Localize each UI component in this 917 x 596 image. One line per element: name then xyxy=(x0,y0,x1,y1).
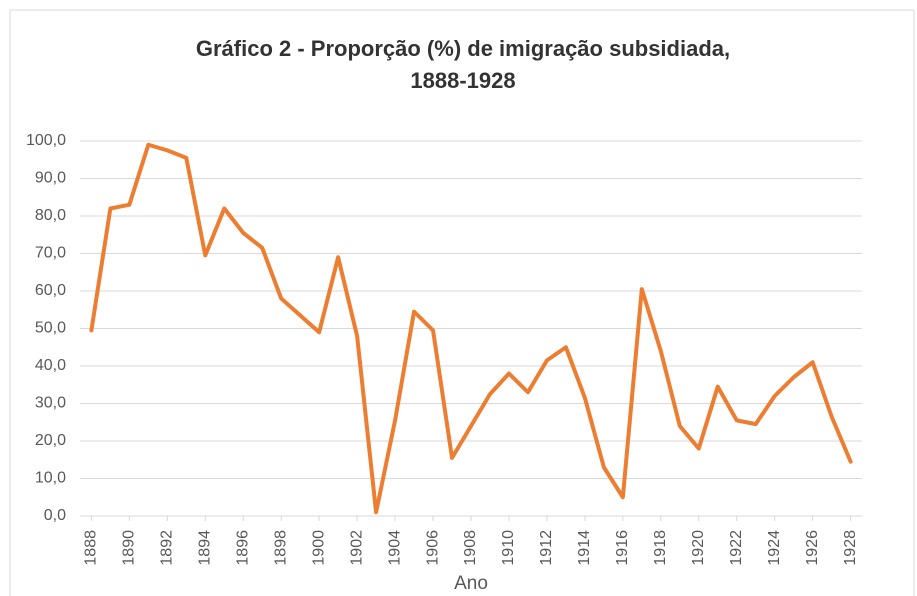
x-tick-label: 1890 xyxy=(121,530,138,566)
x-tick-label: 1910 xyxy=(500,530,517,566)
x-tick-label: 1922 xyxy=(728,530,745,566)
y-tick-label: 10,0 xyxy=(35,470,66,487)
x-tick-label: 1928 xyxy=(842,530,859,566)
x-tick-label: 1908 xyxy=(462,530,479,566)
y-tick-label: 70,0 xyxy=(35,245,66,262)
chart-frame xyxy=(9,9,915,596)
y-tick-label: 60,0 xyxy=(35,282,66,299)
data-line xyxy=(89,142,853,515)
chart-title: Gráfico 2 - Proporção (%) de imigração s… xyxy=(196,36,730,61)
x-axis-title: Ano xyxy=(454,573,488,594)
y-tick-label: 80,0 xyxy=(35,207,66,224)
x-tick-label: 1892 xyxy=(159,530,176,566)
x-tick-label: 1926 xyxy=(804,530,821,566)
y-tick-label: 100,0 xyxy=(26,132,66,149)
x-tick-label: 1916 xyxy=(614,530,631,566)
y-tick-label: 20,0 xyxy=(35,432,66,449)
x-tick-label: 1914 xyxy=(576,530,593,566)
x-tick-label: 1902 xyxy=(348,530,365,566)
y-tick-label: 90,0 xyxy=(35,170,66,187)
x-tick-label: 1894 xyxy=(196,530,213,566)
x-tick-label: 1898 xyxy=(272,530,289,566)
x-tick-label: 1900 xyxy=(310,530,327,566)
x-tick-label: 1888 xyxy=(83,530,100,566)
y-tick-label: 50,0 xyxy=(35,320,66,337)
x-tick-label: 1904 xyxy=(386,530,403,566)
x-tick-label: 1924 xyxy=(766,530,783,566)
x-tick-label: 1896 xyxy=(234,530,251,566)
y-tick-label: 0,0 xyxy=(44,507,66,524)
x-tick-label: 1906 xyxy=(424,530,441,566)
x-tick-label: 1920 xyxy=(690,530,707,566)
y-tick-label: 30,0 xyxy=(35,395,66,412)
x-tick-label: 1918 xyxy=(652,530,669,566)
y-tick-label: 40,0 xyxy=(35,357,66,374)
x-tick-label: 1912 xyxy=(538,530,555,566)
chart-title: 1888-1928 xyxy=(410,68,515,93)
